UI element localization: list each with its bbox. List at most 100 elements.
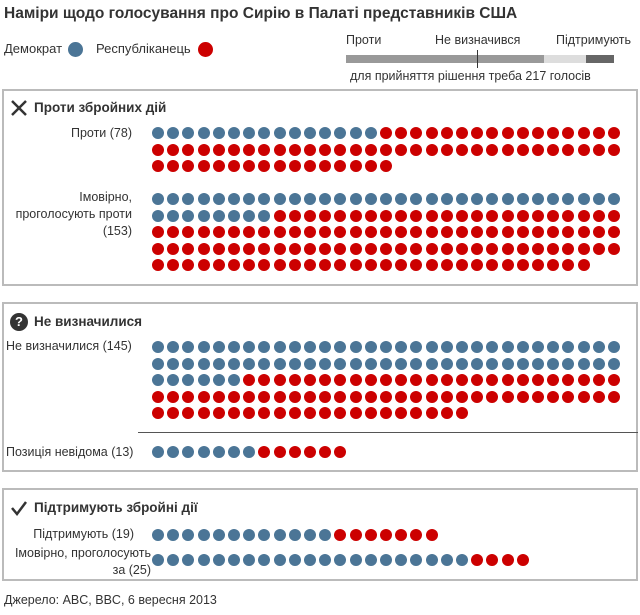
dot-republican <box>319 143 332 156</box>
dot-democrat <box>319 357 332 370</box>
dot-republican <box>410 143 423 156</box>
dot-republican <box>592 127 605 139</box>
dot-republican <box>304 374 316 386</box>
dot-republican <box>380 374 392 386</box>
dot-republican <box>516 226 529 238</box>
dot-republican <box>395 374 408 386</box>
dot-republican <box>152 407 164 419</box>
dot-republican <box>608 127 620 139</box>
dot-republican <box>456 143 468 156</box>
dot-republican <box>364 160 377 172</box>
dot-democrat <box>334 357 347 370</box>
dot-republican <box>547 259 560 271</box>
dot-democrat <box>182 209 195 222</box>
dot-republican <box>562 127 575 139</box>
dot-republican <box>273 407 286 419</box>
dot-democrat <box>288 127 301 139</box>
dot-democrat <box>334 341 347 353</box>
dot-republican <box>258 390 271 403</box>
dot-republican <box>319 259 332 271</box>
row-label-likely-support: Імовірно, проголосують за (25) <box>14 546 151 577</box>
dot-republican <box>547 390 560 403</box>
dot-republican <box>486 242 499 255</box>
dot-republican <box>562 259 575 271</box>
dot-republican <box>380 209 392 222</box>
dot-republican <box>152 242 164 255</box>
dot-democrat <box>288 554 301 566</box>
dot-republican <box>440 127 453 139</box>
dot-democrat <box>228 341 240 353</box>
dot-republican <box>228 143 240 156</box>
dot-republican <box>243 242 256 255</box>
dot-republican <box>456 259 468 271</box>
dot-democrat <box>243 209 256 222</box>
dot-republican <box>364 407 377 419</box>
dot-republican <box>167 226 180 238</box>
dot-republican <box>304 209 316 222</box>
dot-republican <box>334 407 347 419</box>
dot-democrat <box>562 193 575 205</box>
dot-republican <box>288 143 301 156</box>
dot-republican <box>562 143 575 156</box>
dot-democrat <box>243 127 256 139</box>
legend-republican-dot <box>198 42 213 57</box>
dot-republican <box>273 446 286 458</box>
dot-republican <box>228 226 240 238</box>
dot-republican <box>334 529 347 541</box>
dot-democrat <box>532 357 544 370</box>
dot-republican <box>471 554 484 566</box>
dot-republican <box>425 226 438 238</box>
scale-bar-against <box>346 55 544 63</box>
dot-republican <box>410 259 423 271</box>
dot-democrat <box>243 529 256 541</box>
row-label-unknown: Позиція невідома (13) <box>6 445 134 459</box>
dot-republican <box>182 160 195 172</box>
dot-republican <box>212 259 225 271</box>
dot-republican <box>349 259 362 271</box>
dot-republican <box>440 143 453 156</box>
dot-republican <box>304 160 316 172</box>
dot-republican <box>152 390 164 403</box>
dot-republican <box>364 209 377 222</box>
dot-republican <box>304 242 316 255</box>
dot-republican <box>212 160 225 172</box>
dot-democrat <box>197 374 210 386</box>
dot-republican <box>532 390 544 403</box>
dot-democrat <box>425 554 438 566</box>
dot-republican <box>471 143 484 156</box>
dot-democrat <box>349 341 362 353</box>
dot-democrat <box>182 374 195 386</box>
dot-democrat <box>592 193 605 205</box>
dot-republican <box>197 226 210 238</box>
scale-support-label: Підтримують <box>556 33 632 47</box>
dot-democrat <box>167 357 180 370</box>
dot-democrat <box>182 554 195 566</box>
dot-republican <box>532 143 544 156</box>
dot-republican <box>592 390 605 403</box>
dot-democrat <box>425 341 438 353</box>
dot-democrat <box>319 193 332 205</box>
dot-republican <box>304 407 316 419</box>
legend-democrat-label: Демократ <box>4 41 63 56</box>
dot-republican <box>440 374 453 386</box>
dot-republican <box>501 143 514 156</box>
dot-republican <box>243 407 256 419</box>
source-note: Джерело: ABC, BBC, 6 вересня 2013 <box>4 593 217 607</box>
dot-republican <box>471 209 484 222</box>
dot-republican <box>349 160 362 172</box>
dot-republican <box>592 374 605 386</box>
dot-democrat <box>304 341 316 353</box>
dot-democrat <box>456 341 468 353</box>
dot-republican <box>364 390 377 403</box>
dot-republican <box>319 407 332 419</box>
dot-republican <box>349 209 362 222</box>
dot-republican <box>395 127 408 139</box>
dot-democrat <box>501 357 514 370</box>
scale-bar-undecided <box>544 55 586 63</box>
dot-republican <box>319 209 332 222</box>
dot-democrat <box>182 193 195 205</box>
dot-republican <box>471 127 484 139</box>
dot-democrat <box>577 193 590 205</box>
dot-republican <box>440 390 453 403</box>
dot-republican <box>334 259 347 271</box>
